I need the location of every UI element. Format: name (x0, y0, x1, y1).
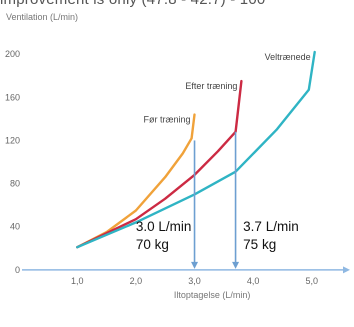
marker-lines (191, 131, 240, 269)
annotations: 3.0 L/min 70 kg 3.7 L/min 75 kg (136, 219, 299, 252)
y-tick-label: 80 (10, 179, 20, 189)
series-label: Efter træning (185, 81, 237, 91)
y-tick-label: 0 (15, 265, 20, 275)
annotation-line: 3.0 L/min (136, 219, 192, 234)
annotation-text: 3.0 L/min 70 kg (136, 219, 192, 252)
x-tick-label: 2,0 (130, 276, 143, 286)
x-tick-label: 3,0 (188, 276, 201, 286)
y-tick-label: 120 (5, 135, 20, 145)
series-labels: Før træning Efter træning Veltrænede (144, 52, 311, 125)
series-label: Veltrænede (265, 52, 311, 62)
annotation-line: 3.7 L/min (243, 219, 299, 234)
y-tick-label: 160 (5, 92, 20, 102)
x-axis-title: Iltoptagelse (L/min) (174, 290, 251, 300)
x-tick-label: 1,0 (71, 276, 84, 286)
annotation-line: 75 kg (243, 237, 276, 252)
marker-arrowhead (191, 261, 199, 269)
x-tick-label: 4,0 (247, 276, 260, 286)
y-ticks: 0 40 80 120 160 200 (5, 49, 20, 275)
marker-arrowhead (232, 261, 240, 269)
cropped-caption-text: improvement is only (47.8 - 42.7) - 100 (0, 0, 265, 8)
annotation-line: 70 kg (136, 237, 169, 252)
series-label: Før træning (144, 115, 191, 125)
y-tick-label: 200 (5, 49, 20, 59)
x-tick-label: 5,0 (306, 276, 319, 286)
y-tick-label: 40 (10, 222, 20, 232)
x-ticks: 1,0 2,0 3,0 4,0 5,0 (71, 276, 318, 286)
x-axis-arrowhead (343, 266, 350, 274)
y-axis-title: Ventilation (L/min) (6, 12, 78, 22)
annotation-text: 3.7 L/min 75 kg (243, 219, 299, 252)
